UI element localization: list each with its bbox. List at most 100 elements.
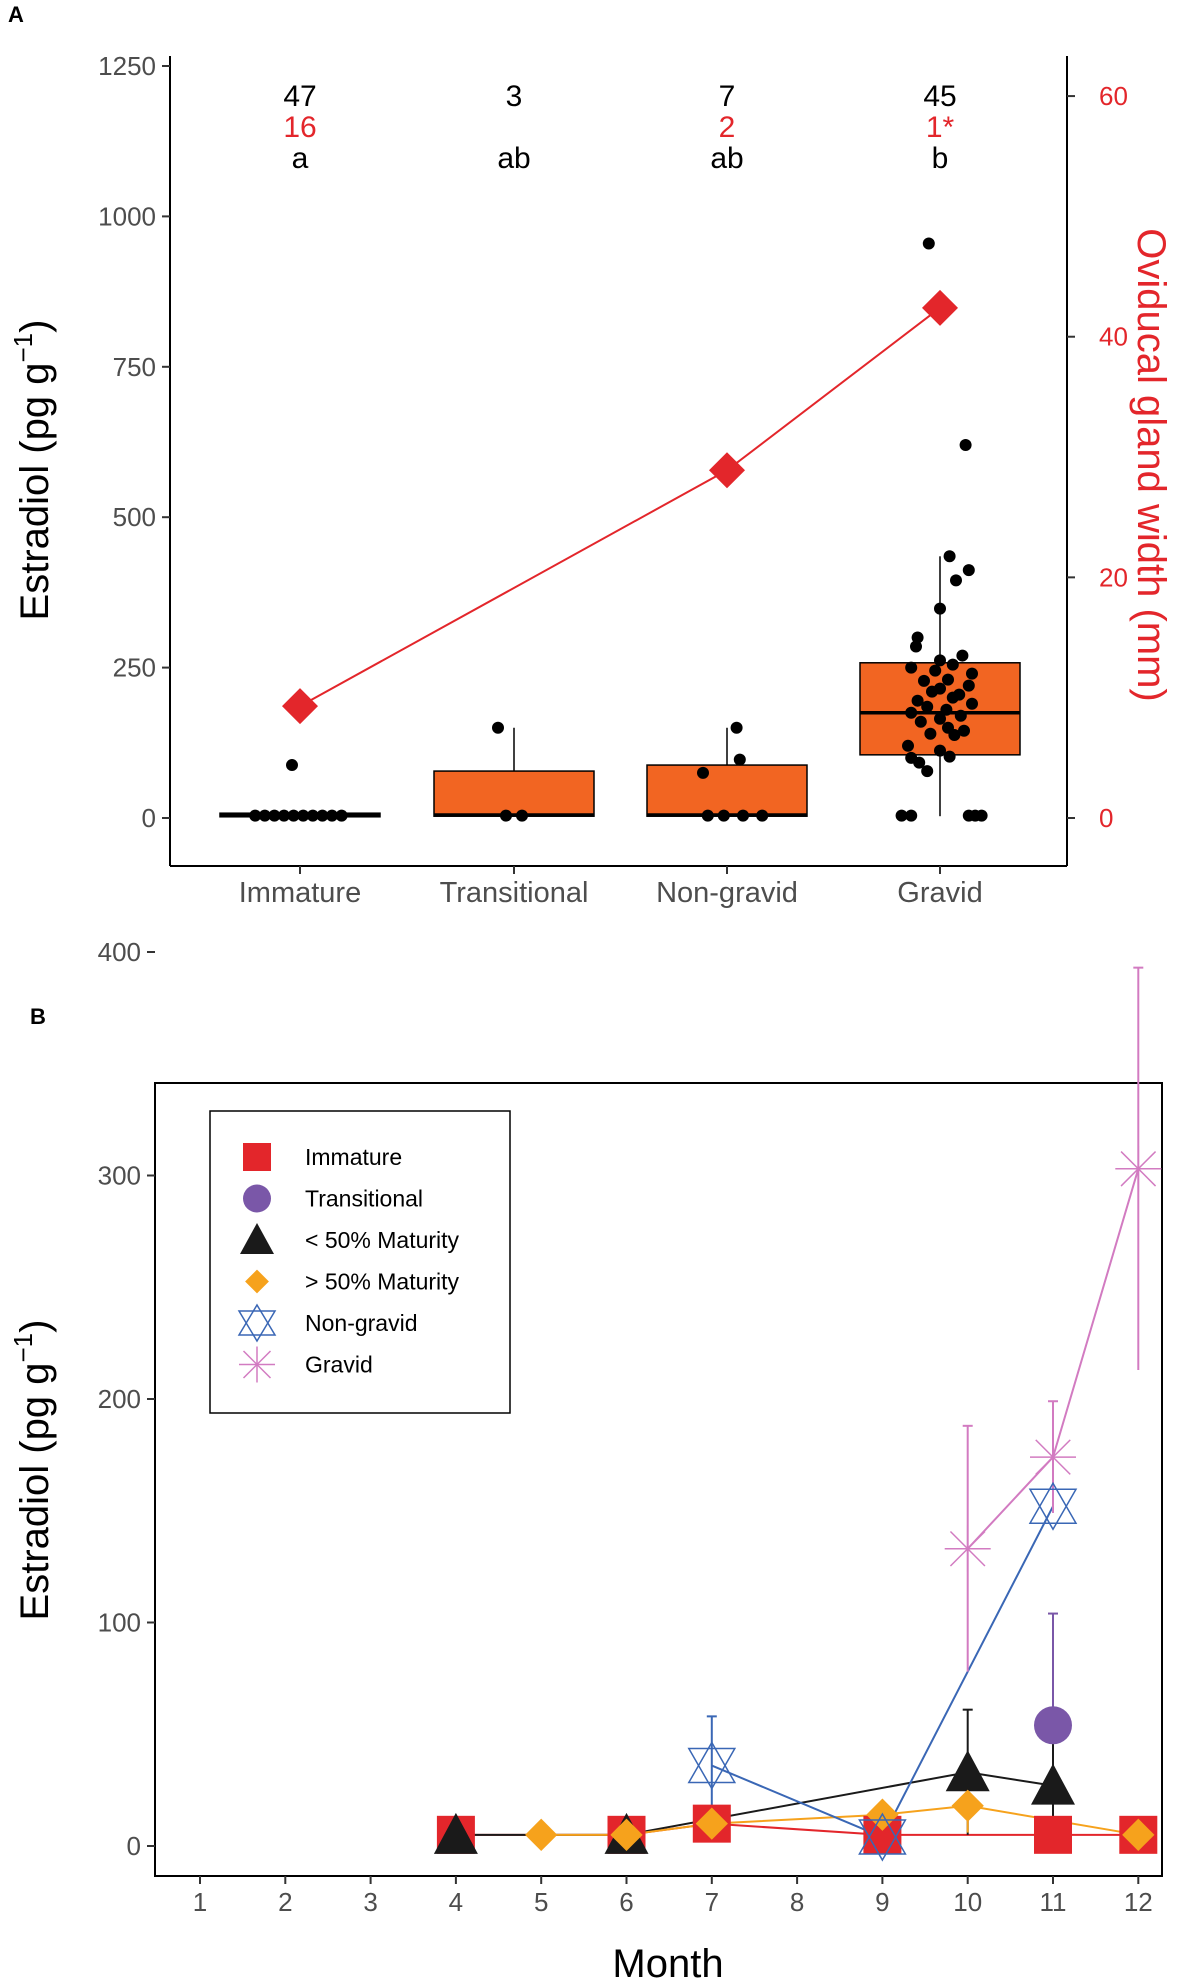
count-gland-width: 16 — [283, 111, 316, 144]
x-tick-label: Transitional — [440, 877, 589, 909]
x-tick-label: 12 — [1124, 1887, 1153, 1917]
legend-label: Non-gravid — [305, 1310, 418, 1336]
y-axis-title-superscript: −1 — [8, 333, 38, 363]
data-point — [962, 679, 975, 692]
y-axis-title: Estradiol (pg g−1) — [8, 320, 57, 621]
data-point — [316, 809, 329, 822]
legend-label: > 50% Maturity — [305, 1269, 460, 1295]
marker-triangle — [1031, 1763, 1075, 1805]
y-tick-label: 100 — [98, 1608, 141, 1638]
data-point — [905, 809, 918, 822]
data-point — [278, 809, 290, 822]
marker-asterisk-d2 — [242, 1350, 272, 1379]
data-point — [297, 809, 310, 822]
data-point — [924, 727, 937, 740]
x-tick-label: 5 — [534, 1887, 548, 1917]
data-point — [733, 753, 746, 766]
marker-star-up — [237, 1303, 277, 1336]
plot-frame — [154, 1082, 1163, 1877]
x-axis-title: Month — [612, 1942, 723, 1984]
data-point — [913, 756, 926, 769]
data-point — [258, 809, 271, 822]
y-right-axis-title: Oviducal gland width (mm) — [1129, 228, 1173, 702]
y-tick-label: 1250 — [98, 51, 156, 81]
marker-star-up — [858, 1812, 907, 1855]
data-point — [910, 640, 922, 653]
y-tick-label: 500 — [113, 502, 156, 532]
x-tick-label: 3 — [363, 1887, 377, 1917]
x-tick-label: 8 — [790, 1887, 804, 1917]
y-tick-label: 0 — [142, 803, 156, 833]
gland-width-marker — [282, 688, 318, 725]
marker-star-down — [858, 1819, 907, 1862]
y-tick-label: 400 — [98, 937, 141, 967]
data-point — [929, 664, 942, 677]
data-point — [966, 667, 978, 680]
count-estradiol: 7 — [719, 80, 736, 113]
data-point — [954, 709, 967, 722]
data-point — [286, 759, 298, 772]
data-point — [934, 654, 946, 667]
significance-letter: a — [292, 142, 309, 175]
data-point — [922, 237, 935, 250]
data-point — [946, 658, 959, 671]
data-point — [717, 809, 730, 822]
marker-triangle — [240, 1223, 274, 1254]
data-point — [905, 706, 918, 719]
panel-label-b: B — [30, 1004, 46, 1029]
y-axis-title-close: ) — [13, 1320, 57, 1333]
data-point — [942, 673, 954, 686]
data-point — [249, 809, 262, 822]
legend-label: < 50% Maturity — [305, 1227, 460, 1253]
marker-asterisk — [239, 1346, 275, 1383]
marker-asterisk — [1115, 1145, 1162, 1192]
marker-asterisk-d2 — [1120, 1151, 1157, 1187]
marker-triangle — [945, 1750, 990, 1792]
series-gravid — [962, 966, 1144, 1672]
marker-square — [243, 1143, 271, 1171]
marker-star-down — [237, 1310, 277, 1343]
data-point — [911, 631, 924, 644]
data-point — [934, 744, 946, 757]
y-right-tick-label: 40 — [1099, 322, 1128, 352]
y-right-tick-label: 20 — [1099, 562, 1128, 592]
count-gland-width: 2 — [719, 111, 736, 144]
data-point — [516, 809, 528, 822]
data-point — [934, 712, 946, 725]
x-tick-label: 10 — [953, 1887, 982, 1917]
x-tick-label: 9 — [875, 1887, 889, 1917]
gland-width-marker — [922, 289, 958, 326]
data-point — [914, 715, 927, 728]
significance-letter: ab — [710, 142, 743, 175]
gland-width-marker — [709, 452, 745, 489]
y-axis-title-close: ) — [13, 320, 57, 333]
marker-diamond — [695, 1807, 728, 1840]
x-tick-label: 2 — [278, 1887, 292, 1917]
data-point — [737, 809, 749, 822]
data-point — [921, 765, 934, 778]
data-point — [902, 739, 914, 752]
y-tick-label: 300 — [98, 1161, 141, 1191]
legend-label: Transitional — [305, 1186, 423, 1212]
marker-diamond — [1122, 1818, 1155, 1851]
marker-star — [858, 1812, 907, 1862]
data-point — [918, 674, 930, 687]
data-point — [268, 809, 281, 822]
marker-square — [1034, 1815, 1072, 1854]
y-axis-title: Estradiol (pg g−1) — [8, 1320, 57, 1621]
x-tick-label: Gravid — [897, 877, 982, 909]
data-point — [959, 439, 972, 452]
marker-diamond — [525, 1818, 558, 1851]
x-tick-label: 4 — [449, 1887, 463, 1917]
data-point — [697, 766, 709, 779]
y-tick-label: 200 — [98, 1384, 141, 1414]
data-point — [948, 728, 961, 741]
data-point — [975, 809, 988, 822]
legend-label: Gravid — [305, 1352, 373, 1378]
y-axis-title-text: Estradiol (pg g — [13, 363, 57, 621]
data-point — [950, 574, 962, 587]
x-tick-label: 6 — [619, 1887, 633, 1917]
marker-star — [1028, 1481, 1078, 1531]
